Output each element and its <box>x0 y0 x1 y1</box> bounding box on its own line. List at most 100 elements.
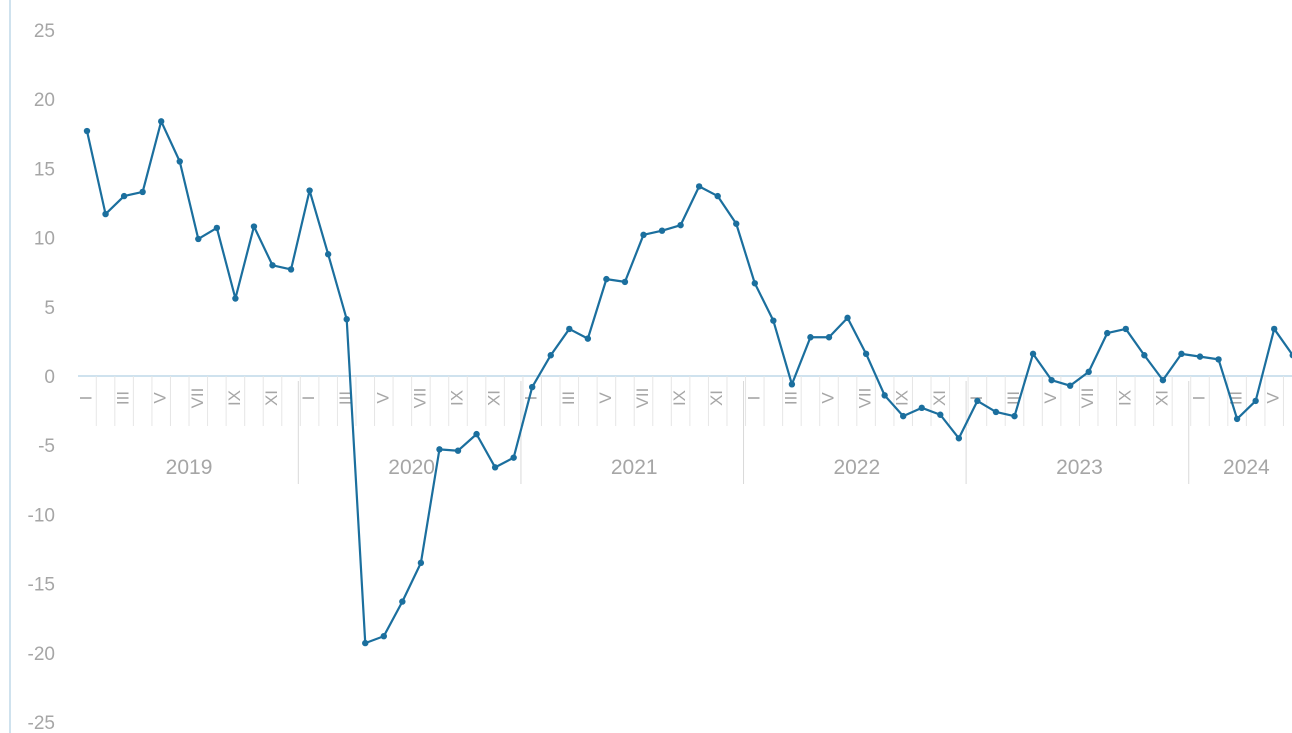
data-point <box>324 251 332 258</box>
x-month-tick-label: IX <box>893 390 912 406</box>
data-point <box>1104 329 1111 337</box>
data-point <box>83 127 91 135</box>
x-axis-month-labels: I III V VII IX XI I III V VII IX XI I III V VII IX XI I III… <box>76 388 1282 409</box>
x-year-label: 2024 <box>1223 456 1270 479</box>
x-month-tick-label: VII <box>188 388 207 409</box>
y-tick-label: 20 <box>34 90 55 111</box>
y-tick-label: 0 <box>44 367 55 388</box>
data-point <box>807 334 814 341</box>
x-month-tick-label: VII <box>856 388 875 409</box>
x-month-tick-label: V <box>818 392 837 404</box>
x-month-tick-label: I <box>744 396 763 401</box>
x-year-label: 2023 <box>1056 456 1103 479</box>
data-point <box>436 446 443 453</box>
data-point <box>399 598 406 605</box>
data-point <box>937 411 944 418</box>
x-month-tick-label: XI <box>262 390 281 406</box>
data-point <box>1066 382 1074 389</box>
x-month-tick-label: V <box>1041 392 1060 404</box>
data-point <box>733 220 740 227</box>
data-point <box>380 632 387 640</box>
x-month-tick-label: I <box>1189 396 1208 401</box>
data-point <box>1196 353 1204 360</box>
y-axis-tick-labels: 25 20 15 10 5 0 -5 -10 -15 -20 -25 <box>28 21 55 733</box>
x-month-tick-label: VII <box>410 388 429 409</box>
data-point <box>918 404 925 412</box>
x-month-tick-label: V <box>596 392 615 404</box>
x-axis-year-labels: 2019 2020 2021 2022 2023 2024 <box>166 381 1270 484</box>
x-month-tick-label: XI <box>930 390 949 406</box>
x-month-tick-label: III <box>114 391 133 405</box>
data-point <box>900 412 907 420</box>
y-tick-label: 15 <box>34 159 55 180</box>
data-point <box>120 192 128 200</box>
data-point <box>677 221 684 229</box>
y-tick-label: -20 <box>28 644 55 665</box>
data-point <box>603 275 610 283</box>
data-point <box>1048 376 1055 384</box>
data-point <box>195 235 202 243</box>
data-point <box>454 447 462 454</box>
y-tick-label: 5 <box>44 298 55 319</box>
data-point <box>566 325 573 333</box>
data-point <box>844 314 851 322</box>
x-month-tick-label: XI <box>707 390 726 406</box>
x-year-label: 2020 <box>388 456 435 479</box>
x-month-tick-label: III <box>781 391 800 405</box>
data-point <box>751 280 758 287</box>
y-tick-label: -10 <box>28 505 55 526</box>
data-point <box>621 278 629 286</box>
data-point <box>139 188 146 196</box>
x-month-tick-label: V <box>1264 392 1283 404</box>
data-point <box>306 187 313 194</box>
data-point <box>881 392 888 399</box>
data-point <box>1141 352 1148 359</box>
x-month-tick-label: XI <box>485 390 504 406</box>
data-point <box>955 435 963 442</box>
x-month-tick-label: IX <box>1115 390 1134 406</box>
y-tick-label: -25 <box>28 713 55 733</box>
data-point <box>287 266 295 273</box>
data-point <box>473 430 480 438</box>
data-point <box>1233 415 1241 423</box>
data-point <box>250 223 258 230</box>
data-point <box>770 317 777 324</box>
data-point <box>1289 352 1292 359</box>
data-point <box>269 262 276 269</box>
data-point <box>1178 350 1185 358</box>
data-point <box>232 295 239 302</box>
data-point <box>102 210 109 218</box>
x-month-tick-label: I <box>76 396 95 401</box>
x-month-tick-label: IX <box>447 390 466 406</box>
x-month-tick-label: IX <box>670 390 689 406</box>
data-point <box>547 352 554 359</box>
data-point <box>695 183 703 190</box>
data-point <box>1159 376 1167 384</box>
x-month-tick-label: V <box>151 392 170 404</box>
x-year-label: 2019 <box>166 456 213 479</box>
data-point <box>862 350 870 358</box>
data-point <box>788 381 796 388</box>
data-point <box>362 639 369 647</box>
data-point <box>213 224 221 232</box>
data-point <box>158 118 165 125</box>
data-point <box>176 158 183 165</box>
data-point <box>584 335 592 342</box>
x-year-label: 2021 <box>611 456 658 479</box>
y-tick-label: 25 <box>34 21 55 42</box>
data-point <box>529 383 536 391</box>
y-tick-label: 10 <box>34 229 55 250</box>
y-tick-label: -5 <box>38 436 55 457</box>
data-point <box>658 227 666 234</box>
x-month-tick-label: VII <box>633 388 652 409</box>
data-point <box>1271 325 1278 333</box>
data-point <box>825 334 833 341</box>
data-point <box>491 464 499 471</box>
data-point <box>1085 368 1092 376</box>
x-month-tick-label: V <box>373 392 392 404</box>
data-point <box>1029 350 1037 358</box>
data-point <box>640 231 647 239</box>
data-point <box>974 397 981 405</box>
data-point <box>1122 325 1130 333</box>
